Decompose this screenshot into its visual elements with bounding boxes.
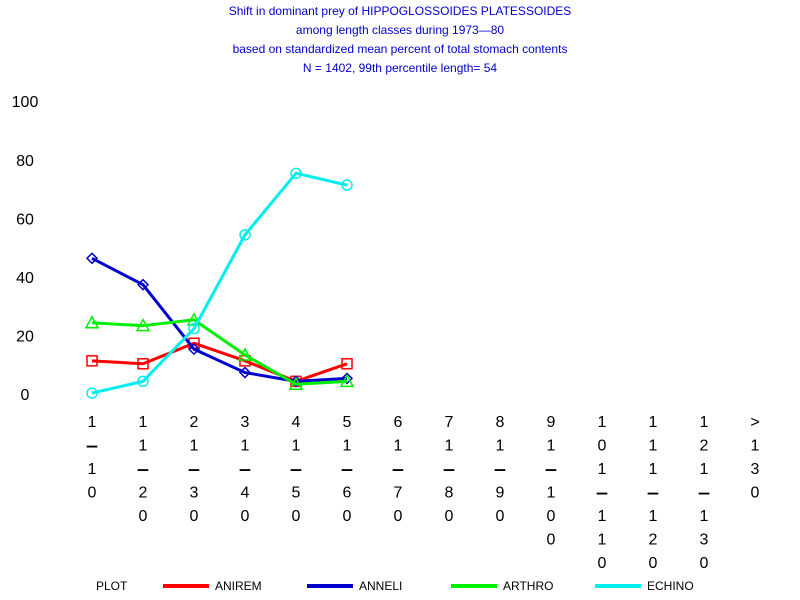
point-marker (341, 179, 353, 191)
point-marker (85, 252, 99, 265)
series-line (91, 256, 348, 383)
point-marker (186, 312, 202, 326)
legend-title: PLOT (96, 579, 128, 593)
chart-title: Shift in dominant prey of HIPPOGLOSSOIDE… (229, 4, 572, 18)
legend-label: ANIREM (215, 579, 262, 593)
legend-label: ECHINO (647, 579, 694, 593)
legend-label: ARTHRO (503, 579, 553, 593)
x-tick-label: 1 0 1 -1 1 0 (595, 414, 609, 572)
point-marker (187, 343, 201, 356)
point-marker (237, 347, 253, 361)
y-tick-label: 0 (21, 387, 30, 404)
point-marker (137, 375, 149, 388)
point-marker (238, 366, 252, 379)
point-marker (86, 387, 98, 399)
point-marker (135, 318, 151, 332)
chart-title: based on standardized mean percent of to… (233, 42, 568, 56)
x-tick-label: 4 1 -5 0 (289, 414, 303, 525)
y-tick-label: 80 (16, 153, 34, 170)
series-line (91, 318, 348, 386)
point-marker (339, 373, 355, 388)
x-tick-label: 1 1 -2 0 (136, 414, 150, 525)
y-tick-label: 60 (16, 211, 34, 228)
point-marker (136, 278, 150, 291)
x-tick-label: 6 1 -7 0 (391, 414, 405, 525)
point-marker (290, 167, 302, 180)
x-tick-label: 7 1 -8 0 (442, 414, 456, 525)
point-marker (289, 375, 303, 388)
y-tick-label: 40 (16, 270, 34, 287)
legend-label: ANNELI (359, 579, 402, 593)
x-tick-label: 8 1 -9 0 (493, 414, 507, 525)
x-tick-label: 2 1 -3 0 (187, 414, 201, 525)
x-tick-label: 5 1 -6 0 (340, 414, 354, 525)
point-marker (239, 229, 251, 241)
point-marker (84, 315, 100, 329)
x-tick-label: 1 1 1 -1 2 0 (646, 414, 660, 572)
point-marker (341, 358, 353, 370)
point-marker (340, 372, 354, 385)
x-tick-label: >1 3 0 (750, 414, 759, 502)
series-line (91, 341, 348, 383)
point-marker (86, 355, 98, 367)
chart-title: N = 1402, 99th percentile length= 54 (303, 61, 497, 75)
x-tick-label: 1 2 1 -1 3 0 (697, 414, 711, 572)
chart-title: among length classes during 1973—80 (296, 23, 504, 37)
y-tick-label: 100 (12, 94, 39, 111)
y-tick-label: 20 (16, 329, 34, 346)
x-tick-label: 9 1 -1 0 0 (544, 414, 558, 549)
series-line (91, 171, 348, 395)
point-marker (288, 376, 304, 391)
point-marker (137, 358, 149, 370)
x-tick-label: 3 1 -4 0 (238, 414, 252, 525)
point-marker (188, 322, 200, 335)
x-tick-label: 1 -1 0 (85, 414, 99, 502)
